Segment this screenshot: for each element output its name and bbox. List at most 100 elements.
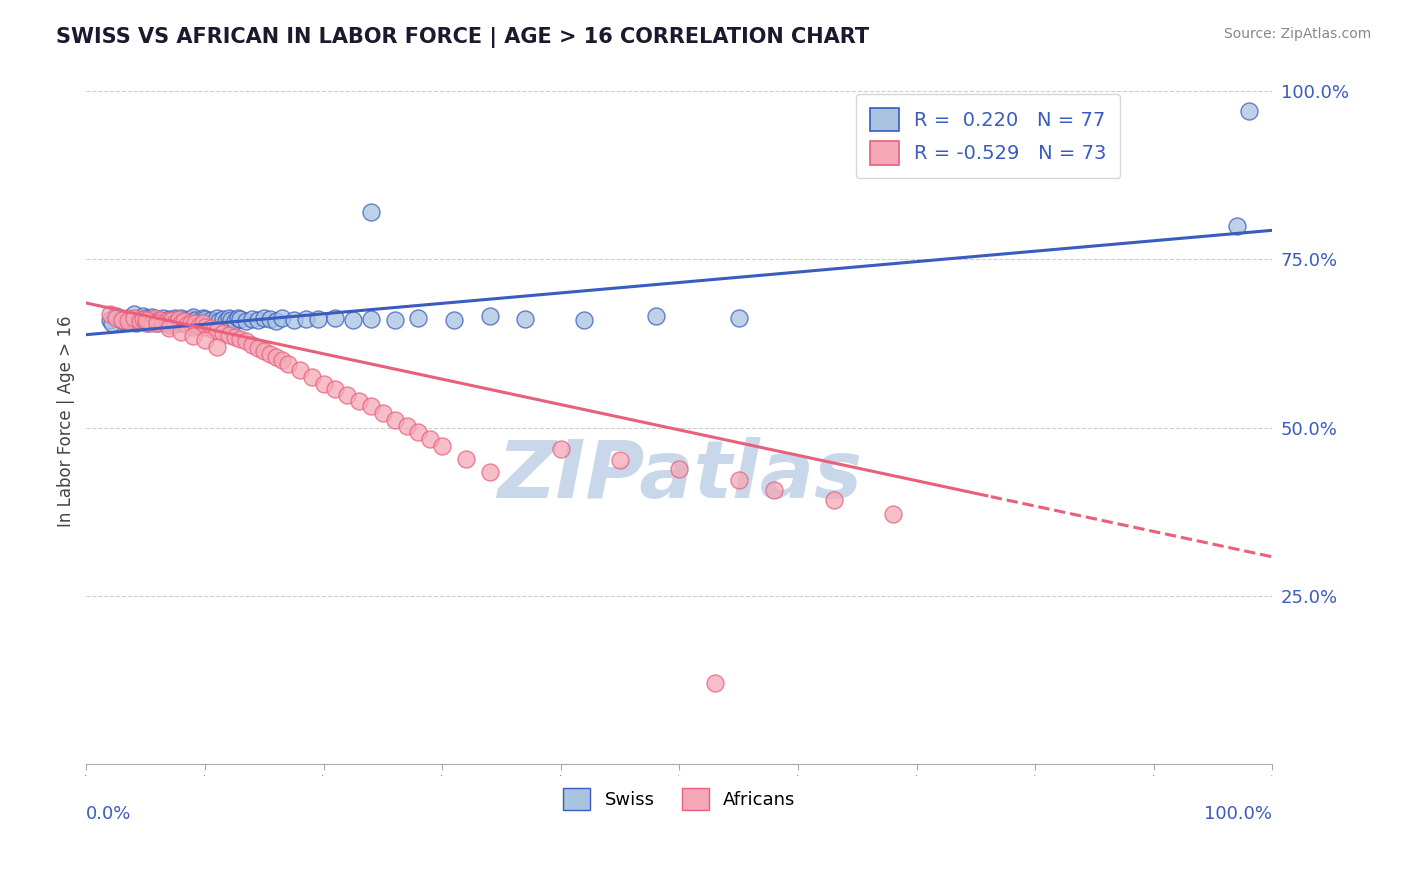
Point [360, 205, 382, 219]
Point [211, 312, 233, 326]
Point [191, 310, 214, 325]
Point [419, 432, 441, 446]
Point [704, 676, 727, 690]
Point [170, 310, 193, 325]
Point [184, 313, 207, 327]
Point [259, 346, 281, 360]
Point [229, 332, 252, 346]
Point [141, 316, 163, 330]
Point [156, 314, 179, 328]
Text: ZIPatlas: ZIPatlas [496, 437, 862, 515]
Point [515, 311, 537, 326]
Point [152, 310, 174, 325]
Point [360, 399, 382, 413]
Point [170, 316, 193, 330]
Point [122, 308, 145, 322]
Point [181, 329, 204, 343]
Point [264, 350, 287, 364]
Point [371, 406, 394, 420]
Point [247, 341, 270, 355]
Point [176, 315, 198, 329]
Point [218, 310, 240, 325]
Point [727, 473, 749, 487]
Point [823, 493, 845, 508]
Point [253, 310, 276, 325]
Point [181, 310, 204, 325]
Point [152, 315, 174, 329]
Point [226, 310, 249, 325]
Point [120, 315, 142, 329]
Point [176, 318, 198, 333]
Point [1237, 104, 1260, 119]
Point [215, 314, 238, 328]
Point [235, 313, 257, 327]
Point [202, 315, 225, 329]
Legend: Swiss, Africans: Swiss, Africans [555, 780, 803, 817]
Point [165, 310, 187, 325]
Point [122, 310, 145, 325]
Point [170, 325, 193, 339]
Point [644, 310, 666, 324]
Point [430, 439, 453, 453]
Point [112, 314, 135, 328]
Point [307, 312, 329, 326]
Point [180, 311, 202, 326]
Point [454, 451, 477, 466]
Point [157, 318, 180, 332]
Point [181, 319, 204, 334]
Point [229, 312, 252, 326]
Point [146, 314, 169, 328]
Point [395, 418, 418, 433]
Point [240, 311, 263, 326]
Point [136, 313, 159, 327]
Point [384, 412, 406, 426]
Point [117, 310, 139, 325]
Point [202, 323, 225, 337]
Point [135, 314, 157, 328]
Point [1226, 219, 1249, 233]
Point [128, 313, 150, 327]
Point [188, 318, 211, 333]
Point [135, 313, 157, 327]
Point [157, 316, 180, 330]
Point [283, 313, 305, 327]
Point [167, 316, 190, 330]
Point [135, 310, 157, 325]
Point [301, 370, 323, 384]
Point [135, 316, 157, 330]
Point [574, 313, 596, 327]
Point [271, 310, 294, 325]
Point [384, 313, 406, 327]
Point [132, 311, 155, 326]
Point [882, 507, 904, 521]
Point [247, 313, 270, 327]
Point [259, 312, 281, 326]
Point [194, 314, 217, 328]
Text: Source: ZipAtlas.com: Source: ZipAtlas.com [1223, 27, 1371, 41]
Point [101, 316, 124, 330]
Text: 100.0%: 100.0% [1205, 805, 1272, 823]
Point [235, 334, 257, 349]
Point [200, 313, 222, 327]
Point [219, 313, 242, 327]
Point [240, 338, 263, 352]
Point [98, 313, 121, 327]
Point [668, 462, 690, 476]
Point [152, 316, 174, 330]
Point [408, 425, 430, 440]
Point [157, 312, 180, 326]
Point [184, 316, 207, 330]
Point [181, 314, 204, 328]
Point [271, 353, 294, 368]
Point [294, 311, 316, 326]
Point [288, 363, 311, 377]
Point [325, 382, 347, 396]
Point [211, 326, 233, 341]
Point [342, 313, 364, 327]
Point [727, 310, 749, 325]
Point [205, 310, 228, 325]
Point [125, 316, 148, 330]
Point [408, 310, 430, 325]
Point [205, 324, 228, 338]
Point [143, 310, 166, 325]
